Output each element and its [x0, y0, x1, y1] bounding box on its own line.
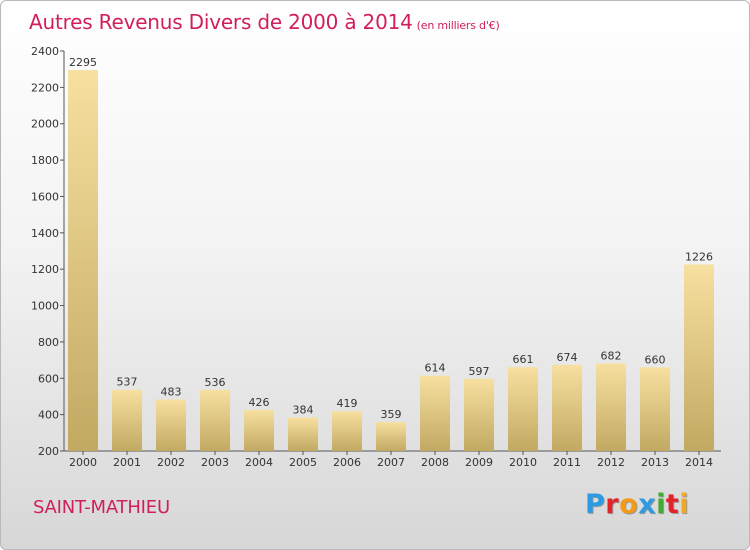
- bar-2014: [684, 264, 714, 451]
- data-label-2014: 1226: [685, 250, 713, 263]
- y-tick-label: 1400: [31, 227, 59, 240]
- y-tick-label: 600: [38, 372, 59, 385]
- data-label-2005: 384: [293, 404, 314, 417]
- bar-2011: [552, 364, 582, 451]
- data-label-2009: 597: [469, 365, 490, 378]
- data-label-2000: 2295: [69, 56, 97, 69]
- x-tick-label-2006: 2006: [333, 456, 361, 469]
- chart-unit: (en milliers d'€): [416, 19, 500, 32]
- logo-letter: o: [619, 489, 639, 520]
- bar-2001: [112, 389, 142, 451]
- data-label-2013: 660: [645, 353, 666, 366]
- y-tick-label: 200: [38, 445, 59, 458]
- bar-2006: [332, 411, 362, 451]
- data-label-2001: 537: [117, 376, 138, 389]
- logo-letter: r: [605, 489, 620, 520]
- proxiti-logo: Proxiti: [585, 489, 689, 520]
- y-tick-label: 2400: [31, 45, 59, 58]
- y-tick-label: 400: [38, 409, 59, 422]
- x-tick-label-2008: 2008: [421, 456, 449, 469]
- data-label-2007: 359: [381, 408, 402, 421]
- x-tick-label-2005: 2005: [289, 456, 317, 469]
- bar-2013: [640, 367, 670, 451]
- data-label-2002: 483: [161, 386, 182, 399]
- x-tick-label-2011: 2011: [553, 456, 581, 469]
- data-label-2010: 661: [513, 353, 534, 366]
- x-tick-label-2013: 2013: [641, 456, 669, 469]
- data-label-2004: 426: [249, 396, 270, 409]
- y-tick-label: 2000: [31, 118, 59, 131]
- x-tick-label-2003: 2003: [201, 456, 229, 469]
- x-tick-label-2014: 2014: [685, 456, 713, 469]
- logo-letter: i: [679, 489, 690, 520]
- bar-2010: [508, 367, 538, 451]
- bar-2009: [464, 378, 494, 451]
- x-tick-label-2004: 2004: [245, 456, 273, 469]
- bars: 2295 537 483 536 426 384 419 359 614 597 661 674 682…: [68, 56, 714, 451]
- logo-letter: t: [665, 489, 680, 520]
- data-label-2006: 419: [337, 397, 358, 410]
- logo-letter: x: [638, 489, 657, 520]
- x-tick-label-2000: 2000: [69, 456, 97, 469]
- data-label-2012: 682: [601, 349, 622, 362]
- y-tick-label: 1000: [31, 300, 59, 313]
- y-axis: 200 400 600 800 1000 1200 1400 1600 1800 2000 2200…: [31, 45, 721, 458]
- bar-2000: [68, 70, 98, 451]
- chart-title: Autres Revenus Divers de 2000 à 2014 (en …: [29, 10, 500, 34]
- chart-title-text: Autres Revenus Divers de 2000 à 2014: [29, 10, 413, 34]
- bar-2003: [200, 389, 230, 451]
- y-tick-label: 1200: [31, 263, 59, 276]
- y-tick-label: 1600: [31, 190, 59, 203]
- x-tick-label-2010: 2010: [509, 456, 537, 469]
- x-tick-label-2002: 2002: [157, 456, 185, 469]
- logo-letter: P: [585, 489, 606, 520]
- bar-2008: [420, 375, 450, 451]
- data-label-2008: 614: [425, 362, 446, 375]
- bar-2004: [244, 409, 274, 451]
- bar-2012: [596, 363, 626, 451]
- location-name: SAINT-MATHIEU: [33, 497, 170, 518]
- data-label-2011: 674: [557, 351, 578, 364]
- y-tick-label: 1800: [31, 154, 59, 167]
- data-label-2003: 536: [205, 376, 226, 389]
- x-tick-label-2012: 2012: [597, 456, 625, 469]
- y-tick-label: 800: [38, 336, 59, 349]
- x-tick-label-2009: 2009: [465, 456, 493, 469]
- logo-letter: i: [656, 489, 666, 520]
- y-tick-label: 2200: [31, 81, 59, 94]
- bar-2007: [376, 422, 406, 451]
- x-tick-label-2007: 2007: [377, 456, 405, 469]
- x-tick-label-2001: 2001: [113, 456, 141, 469]
- x-axis-labels: 2000 2001 2002 2003 2004 2005 2006 2007 2008 2009…: [69, 451, 713, 469]
- bar-2005: [288, 417, 318, 451]
- bar-2002: [156, 399, 186, 451]
